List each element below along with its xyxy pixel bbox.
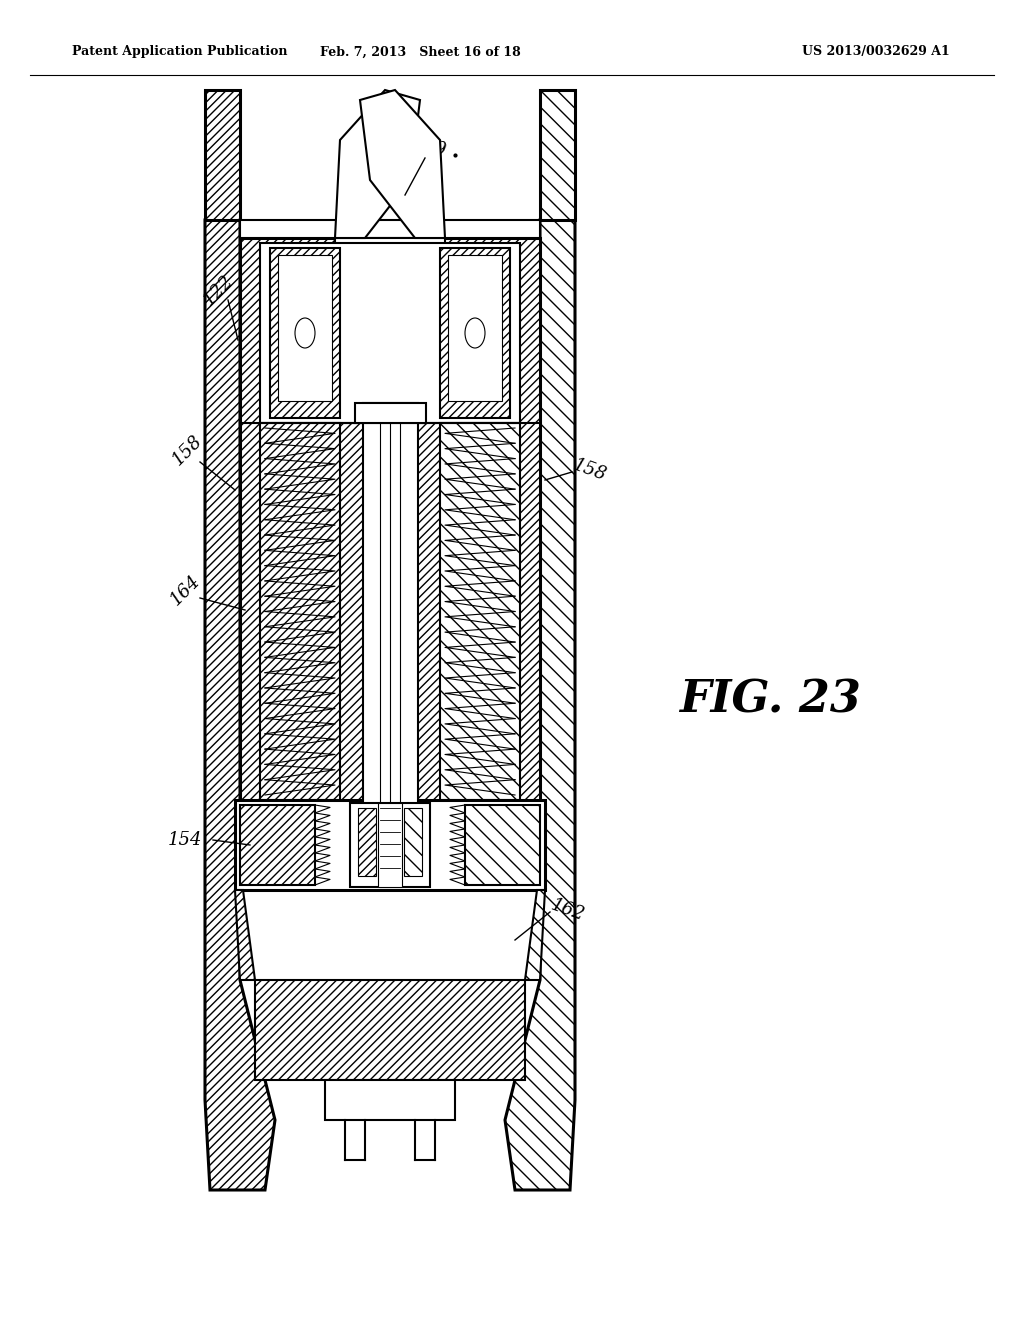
Polygon shape: [260, 422, 340, 800]
Polygon shape: [440, 422, 520, 800]
Polygon shape: [278, 255, 332, 401]
Polygon shape: [362, 403, 418, 830]
Polygon shape: [234, 890, 255, 979]
Text: 158: 158: [570, 455, 609, 484]
Text: H: H: [271, 842, 283, 855]
Polygon shape: [335, 238, 445, 279]
Polygon shape: [325, 1080, 455, 1119]
Polygon shape: [449, 255, 502, 401]
Text: 158: 158: [168, 432, 206, 469]
Text: 122: 122: [200, 272, 237, 309]
Polygon shape: [378, 803, 402, 887]
Polygon shape: [360, 90, 445, 238]
Polygon shape: [505, 220, 575, 1191]
Text: FIG. 23: FIG. 23: [679, 678, 861, 722]
Polygon shape: [240, 238, 540, 870]
Polygon shape: [540, 90, 575, 220]
Polygon shape: [465, 805, 540, 884]
Polygon shape: [350, 803, 430, 887]
Polygon shape: [358, 808, 376, 876]
Ellipse shape: [465, 318, 485, 348]
Polygon shape: [525, 890, 545, 979]
Polygon shape: [335, 90, 420, 238]
Text: Feb. 7, 2013   Sheet 16 of 18: Feb. 7, 2013 Sheet 16 of 18: [319, 45, 520, 58]
Text: 164: 164: [167, 572, 204, 609]
Polygon shape: [440, 248, 510, 418]
Text: H: H: [497, 842, 507, 855]
Polygon shape: [404, 808, 422, 876]
Text: US 2013/0032629 A1: US 2013/0032629 A1: [802, 45, 950, 58]
Polygon shape: [260, 243, 520, 422]
Polygon shape: [205, 90, 240, 220]
Polygon shape: [355, 403, 426, 422]
Polygon shape: [270, 248, 340, 418]
Polygon shape: [240, 220, 540, 238]
Polygon shape: [234, 800, 545, 890]
Text: Patent Application Publication: Patent Application Publication: [72, 45, 288, 58]
Text: 139: 139: [412, 136, 449, 160]
Text: 162: 162: [549, 896, 588, 924]
Polygon shape: [240, 805, 315, 884]
Polygon shape: [205, 220, 275, 1191]
Text: 154: 154: [168, 832, 203, 849]
Ellipse shape: [295, 318, 315, 348]
Polygon shape: [255, 979, 525, 1080]
